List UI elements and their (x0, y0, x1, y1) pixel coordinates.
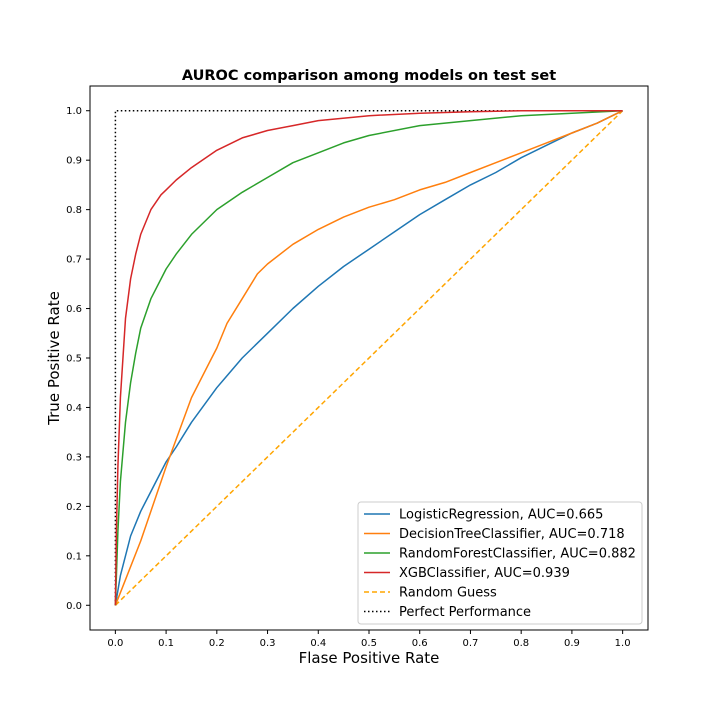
y-tick-label: 0.0 (66, 601, 82, 612)
x-tick-label: 0.7 (463, 638, 479, 649)
legend-entry: Perfect Performance (399, 605, 531, 620)
legend-box (357, 501, 643, 625)
y-axis-label: True Positive Rate (45, 291, 63, 426)
series-line (114, 110, 623, 606)
series-line (114, 109, 623, 606)
y-tick-label: 0.2 (66, 502, 82, 513)
x-tick-label: 0.5 (361, 638, 377, 649)
series-line (114, 109, 623, 606)
series-line (114, 109, 623, 606)
y-axis-ticks: 0.0 0.1 0.2 0.3 0.4 0.5 0.6 0.7 0.8 0.9 1.0 (66, 106, 90, 612)
y-tick-label: 0.3 (66, 452, 82, 463)
legend-entry: LogisticRegression, AUC=0.665 (399, 508, 603, 523)
x-tick-label: 0.6 (412, 638, 428, 649)
y-tick-label: 0.7 (66, 255, 82, 266)
y-tick-label: 0.4 (66, 403, 82, 414)
x-tick-label: 0.9 (564, 638, 580, 649)
y-tick-label: 0.8 (66, 205, 82, 216)
x-tick-label: 0.0 (107, 638, 123, 649)
x-tick-label: 0.2 (209, 638, 225, 649)
x-tick-label: 0.8 (513, 638, 529, 649)
chart-title: AUROC comparison among models on test se… (182, 68, 556, 84)
legend-entry: XGBClassifier, AUC=0.939 (399, 566, 570, 581)
x-tick-label: 1.0 (615, 638, 631, 649)
y-tick-label: 0.6 (66, 304, 82, 315)
legend-entry: RandomForestClassifier, AUC=0.882 (399, 547, 636, 562)
legend-entry: Random Guess (399, 586, 497, 601)
series-line (114, 110, 624, 606)
y-tick-label: 0.9 (66, 156, 82, 167)
series-line (114, 110, 623, 606)
x-tick-label: 0.1 (158, 638, 174, 649)
plot-area (114, 109, 624, 606)
x-tick-label: 0.4 (310, 638, 326, 649)
x-axis-ticks: 0.0 0.1 0.2 0.3 0.4 0.5 0.6 0.7 0.8 0.9 1.0 (107, 630, 631, 649)
x-axis-label: Flase Positive Rate (299, 649, 440, 667)
y-tick-label: 0.5 (66, 354, 82, 365)
y-tick-label: 0.1 (66, 551, 82, 562)
x-tick-label: 0.3 (260, 638, 276, 649)
legend-entry: DecisionTreeClassifier, AUC=0.718 (399, 527, 625, 542)
y-tick-label: 1.0 (66, 106, 82, 117)
legend: LogisticRegression, AUC=0.665 DecisionTre… (357, 501, 643, 625)
